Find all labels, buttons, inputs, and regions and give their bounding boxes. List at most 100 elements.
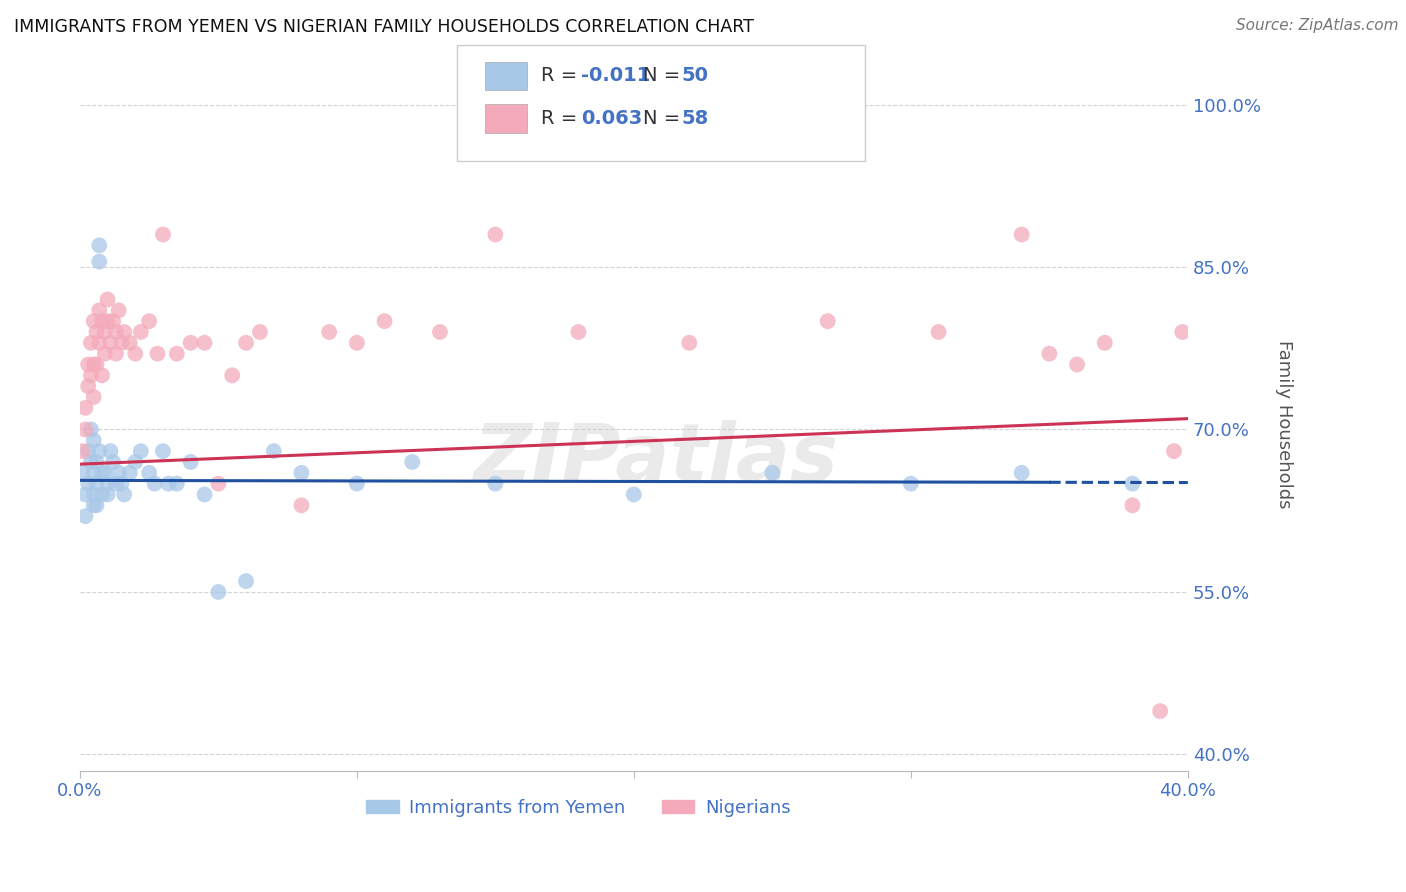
Text: Source: ZipAtlas.com: Source: ZipAtlas.com	[1236, 18, 1399, 33]
Point	[623, 487, 645, 501]
Point	[817, 314, 839, 328]
Point	[107, 466, 129, 480]
Point	[180, 335, 202, 350]
Point	[138, 314, 160, 328]
Point	[83, 498, 105, 512]
Point	[484, 227, 506, 242]
Point	[83, 434, 105, 448]
Point	[143, 476, 166, 491]
Point	[678, 335, 700, 350]
Point	[80, 422, 103, 436]
Point	[86, 498, 108, 512]
Point	[97, 487, 120, 501]
Point	[1066, 358, 1088, 372]
Point	[146, 346, 169, 360]
Point	[207, 585, 229, 599]
Text: IMMIGRANTS FROM YEMEN VS NIGERIAN FAMILY HOUSEHOLDS CORRELATION CHART: IMMIGRANTS FROM YEMEN VS NIGERIAN FAMILY…	[14, 18, 754, 36]
Point	[83, 314, 105, 328]
Point	[91, 487, 114, 501]
Point	[346, 476, 368, 491]
Point	[124, 455, 146, 469]
Point	[72, 444, 94, 458]
Point	[104, 346, 127, 360]
Point	[91, 466, 114, 480]
Y-axis label: Family Households: Family Households	[1275, 340, 1292, 508]
Point	[83, 390, 105, 404]
Point	[1011, 227, 1033, 242]
Point	[75, 422, 97, 436]
Point	[86, 325, 108, 339]
Point	[290, 466, 312, 480]
Point	[89, 238, 111, 252]
Point	[86, 455, 108, 469]
Point	[94, 325, 117, 339]
Point	[89, 303, 111, 318]
Point	[110, 335, 132, 350]
Point	[98, 335, 121, 350]
Point	[89, 335, 111, 350]
Point	[118, 335, 141, 350]
Point	[157, 476, 180, 491]
Point	[263, 444, 285, 458]
Text: -0.011: -0.011	[581, 66, 650, 86]
Point	[346, 335, 368, 350]
Point	[72, 466, 94, 480]
Point	[1094, 335, 1116, 350]
Point	[118, 466, 141, 480]
Point	[429, 325, 451, 339]
Text: R =: R =	[541, 66, 583, 86]
Point	[180, 455, 202, 469]
Point	[166, 476, 188, 491]
Point	[112, 487, 135, 501]
Point	[77, 476, 100, 491]
Point	[80, 368, 103, 383]
Point	[75, 509, 97, 524]
Point	[77, 379, 100, 393]
Point	[1163, 444, 1185, 458]
Point	[290, 498, 312, 512]
Point	[900, 476, 922, 491]
Point	[97, 314, 120, 328]
Text: ZIPatlas: ZIPatlas	[474, 420, 838, 498]
Point	[235, 574, 257, 588]
Point	[83, 358, 105, 372]
Point	[138, 466, 160, 480]
Point	[75, 401, 97, 415]
Point	[107, 303, 129, 318]
Legend: Immigrants from Yemen, Nigerians: Immigrants from Yemen, Nigerians	[359, 791, 799, 824]
Point	[374, 314, 396, 328]
Point	[1121, 498, 1143, 512]
Point	[104, 325, 127, 339]
Point	[152, 227, 174, 242]
Point	[129, 444, 152, 458]
Point	[318, 325, 340, 339]
Point	[1121, 476, 1143, 491]
Point	[101, 314, 124, 328]
Point	[86, 476, 108, 491]
Point	[97, 293, 120, 307]
Point	[104, 476, 127, 491]
Text: 50: 50	[682, 66, 709, 86]
Point	[761, 466, 783, 480]
Point	[75, 487, 97, 501]
Point	[207, 476, 229, 491]
Point	[89, 254, 111, 268]
Point	[83, 487, 105, 501]
Text: N =: N =	[643, 66, 686, 86]
Point	[77, 444, 100, 458]
Point	[1171, 325, 1194, 339]
Text: N =: N =	[643, 109, 686, 128]
Point	[484, 476, 506, 491]
Point	[235, 335, 257, 350]
Point	[94, 346, 117, 360]
Text: R =: R =	[541, 109, 583, 128]
Point	[1149, 704, 1171, 718]
Point	[129, 325, 152, 339]
Point	[91, 314, 114, 328]
Point	[86, 358, 108, 372]
Point	[193, 487, 215, 501]
Point	[97, 476, 120, 491]
Point	[928, 325, 950, 339]
Point	[110, 476, 132, 491]
Point	[98, 444, 121, 458]
